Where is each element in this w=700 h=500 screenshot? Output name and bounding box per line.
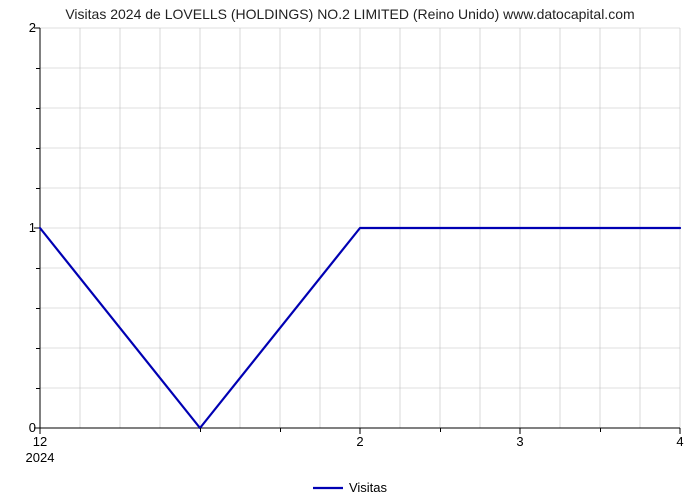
x-minor-tick	[600, 428, 601, 432]
y-minor-tick	[36, 308, 40, 309]
y-tick-label: 1	[10, 220, 36, 235]
x-tick-label: 12	[33, 434, 47, 449]
y-minor-tick	[36, 148, 40, 149]
y-tick-label: 0	[10, 420, 36, 435]
legend-swatch	[313, 481, 343, 496]
x-minor-tick	[440, 428, 441, 432]
x-minor-tick	[200, 428, 201, 432]
y-minor-tick	[36, 388, 40, 389]
y-minor-tick	[36, 68, 40, 69]
y-minor-tick	[36, 268, 40, 269]
y-minor-tick	[36, 108, 40, 109]
legend-label: Visitas	[349, 480, 387, 495]
plot-area	[40, 28, 680, 428]
x-tick-label: 3	[516, 434, 523, 449]
chart-title: Visitas 2024 de LOVELLS (HOLDINGS) NO.2 …	[0, 6, 700, 22]
x-tick-label: 4	[676, 434, 683, 449]
y-minor-tick	[36, 188, 40, 189]
y-tick-label: 2	[10, 20, 36, 35]
legend: Visitas	[0, 480, 700, 496]
chart-container: Visitas 2024 de LOVELLS (HOLDINGS) NO.2 …	[0, 0, 700, 500]
x-axis-secondary-label: 2024	[26, 450, 55, 465]
x-minor-tick	[280, 428, 281, 432]
x-tick-label: 2	[356, 434, 363, 449]
y-minor-tick	[36, 348, 40, 349]
chart-svg	[40, 28, 680, 428]
